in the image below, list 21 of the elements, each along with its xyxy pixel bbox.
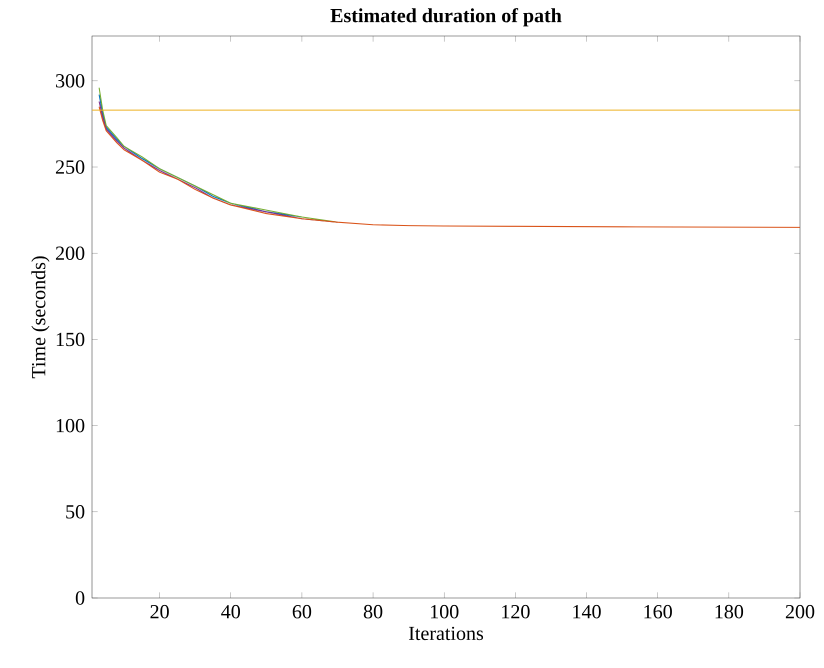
x-tick-label: 200 xyxy=(786,604,814,618)
line-series xyxy=(98,106,800,228)
x-tick-label: 40 xyxy=(221,604,240,618)
x-tick-label: 80 xyxy=(364,604,382,618)
x-tick-label: 100 xyxy=(430,604,458,618)
x-tick-label: 180 xyxy=(716,604,744,618)
x-axis-title: Iterations xyxy=(408,626,484,640)
x-tick-label: 160 xyxy=(644,604,672,618)
y-tick-label: 250 xyxy=(56,160,84,174)
y-tick-label: 150 xyxy=(56,332,84,346)
x-tick-label: 60 xyxy=(292,604,312,618)
y-axis-title: Time (seconds) xyxy=(31,256,50,378)
x-tick-label: 120 xyxy=(502,604,530,618)
y-tick-label: 300 xyxy=(56,74,84,88)
x-tick-label: 140 xyxy=(573,604,601,618)
y-tick-label: 50 xyxy=(66,505,84,519)
y-tick-label: 200 xyxy=(56,246,84,260)
y-tick-label: 0 xyxy=(76,591,84,605)
x-tick-label: 20 xyxy=(150,604,169,618)
chart-title: Estimated duration of path xyxy=(330,8,562,26)
y-tick-label: 100 xyxy=(56,418,84,432)
